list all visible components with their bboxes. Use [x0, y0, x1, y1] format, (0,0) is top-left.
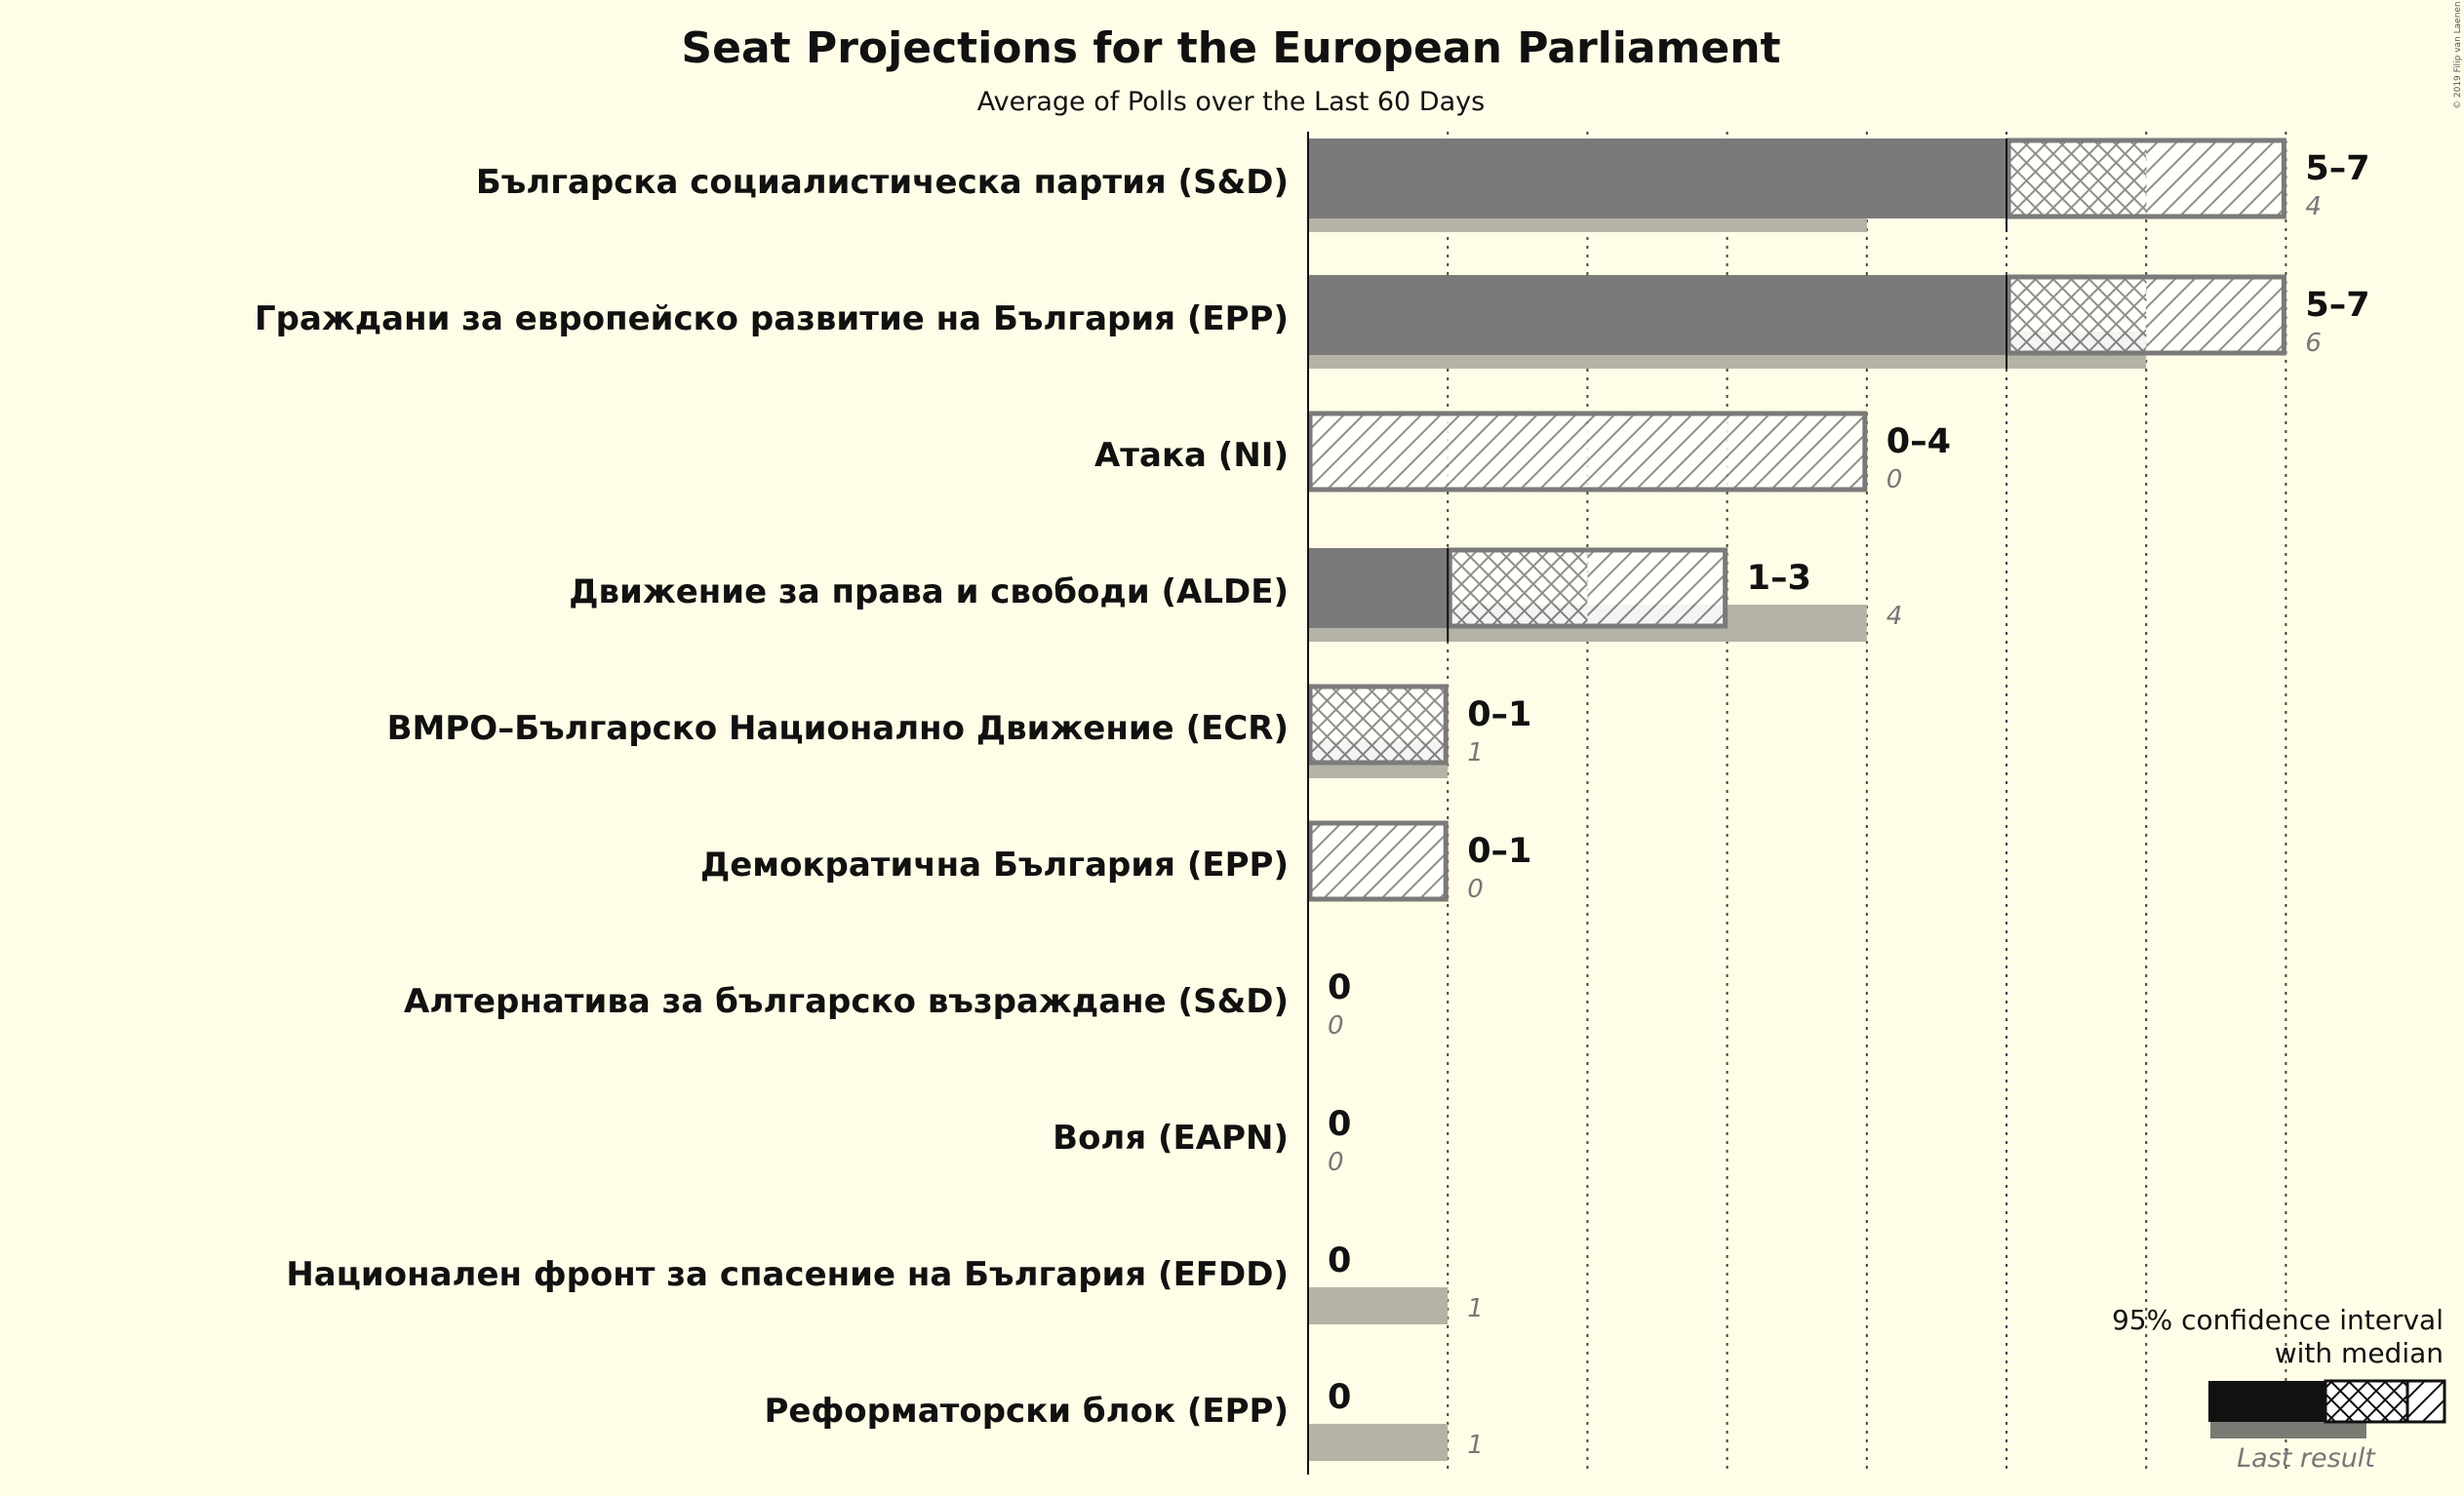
ci-outline — [1307, 684, 1449, 766]
ci-outline — [1307, 411, 1868, 492]
ci-solid-bar — [1308, 275, 2007, 355]
ci-median-bar — [2007, 138, 2147, 218]
last-result-label: 1 — [1467, 738, 1484, 768]
legend-last-result-label: Last result — [2237, 1443, 2376, 1474]
party-row: Реформаторски блок (EPP) 0 1 — [765, 1378, 1484, 1461]
ci-median-bar — [1448, 548, 1588, 628]
party-rows: Българска социалистическа партия (S&D) 5–… — [255, 138, 2370, 1461]
party-row: Българска социалистическа партия (S&D) 5–… — [476, 138, 2370, 232]
last-result-label: 0 — [1467, 875, 1484, 904]
range-label: 0 — [1328, 1241, 1351, 1280]
range-label: 0 — [1328, 1105, 1351, 1144]
last-result-label: 4 — [2305, 192, 2322, 221]
party-label: Българска социалистическа партия (S&D) — [476, 163, 1289, 202]
ci-upper-bar — [1587, 548, 1728, 628]
party-label: ВМРО–Българско Национално Движение (ECR) — [387, 709, 1289, 748]
party-row: Воля (EAPN) 0 0 — [1053, 1105, 1351, 1177]
legend-title-line2: with median — [2275, 1337, 2444, 1369]
ci-upper-bar — [1308, 412, 1867, 492]
ci-upper-bar — [2146, 138, 2286, 218]
party-label: Граждани за европейско развитие на Бълга… — [255, 299, 1289, 338]
ci-outline — [1307, 820, 1449, 902]
party-row: Алтернатива за българско възраждане (S&D… — [404, 968, 1351, 1041]
range-label: 1–3 — [1747, 559, 1811, 598]
range-label: 0–4 — [1887, 422, 1951, 461]
ci-outline — [1447, 547, 1729, 629]
last-result-label: 1 — [1467, 1294, 1484, 1323]
ci-upper-bar — [1308, 821, 1449, 901]
party-row: Национален фронт за спасение на България… — [286, 1241, 1484, 1324]
legend: 95% confidence interval with median Last… — [2112, 1304, 2446, 1474]
range-label: 5–7 — [2305, 286, 2369, 325]
last-result-label: 0 — [1328, 1148, 1344, 1177]
ci-outline — [2006, 274, 2286, 356]
chart-subtitle: Average of Polls over the Last 60 Days — [977, 87, 1485, 117]
party-label: Алтернатива за българско възраждане (S&D… — [404, 982, 1289, 1021]
range-label: 5–7 — [2305, 149, 2369, 188]
legend-hatch-swatch — [2405, 1379, 2446, 1424]
range-label: 0 — [1328, 1378, 1351, 1417]
party-row: Граждани за европейско развитие на Бълга… — [255, 274, 2370, 369]
party-label: Реформаторски блок (EPP) — [765, 1392, 1290, 1431]
ci-solid-bar — [1308, 548, 1449, 628]
legend-crosshatch-swatch — [2324, 1379, 2409, 1424]
chart-title: Seat Projections for the European Parlia… — [681, 23, 1780, 73]
party-label: Движение за права и свободи (ALDE) — [569, 572, 1289, 611]
last-result-bar — [1308, 1424, 1449, 1461]
party-row: Демократична България (EPP) 0–1 0 — [700, 820, 1531, 904]
last-result-label: 0 — [1328, 1011, 1344, 1041]
party-label: Демократична България (EPP) — [700, 846, 1289, 885]
party-row: Движение за права и свободи (ALDE) 1–3 4 — [569, 547, 1903, 642]
last-result-label: 6 — [2305, 329, 2322, 358]
last-result-label: 1 — [1467, 1431, 1484, 1460]
copyright-note: © 2019 Filip van Laenen — [2453, 1, 2463, 109]
ci-upper-bar — [2146, 275, 2286, 355]
range-label: 0–1 — [1467, 832, 1531, 871]
ci-median-bar — [1308, 685, 1449, 765]
last-result-label: 4 — [1887, 602, 1903, 631]
legend-solid-swatch — [2208, 1381, 2325, 1422]
party-row: ВМРО–Българско Национално Движение (ECR)… — [387, 684, 1531, 778]
party-row: Атака (NI) 0–4 0 — [1094, 411, 1951, 494]
party-label: Национален фронт за спасение на България… — [286, 1255, 1289, 1294]
party-label: Атака (NI) — [1094, 436, 1289, 475]
range-label: 0–1 — [1467, 695, 1531, 734]
legend-title-line1: 95% confidence interval — [2112, 1304, 2444, 1336]
last-result-bar — [1308, 1287, 1449, 1324]
last-result-label: 0 — [1887, 465, 1903, 494]
ci-outline — [2006, 138, 2286, 219]
ci-median-bar — [2007, 275, 2147, 355]
range-label: 0 — [1328, 968, 1351, 1007]
party-label: Воля (EAPN) — [1053, 1119, 1289, 1158]
ci-solid-bar — [1308, 138, 2007, 218]
